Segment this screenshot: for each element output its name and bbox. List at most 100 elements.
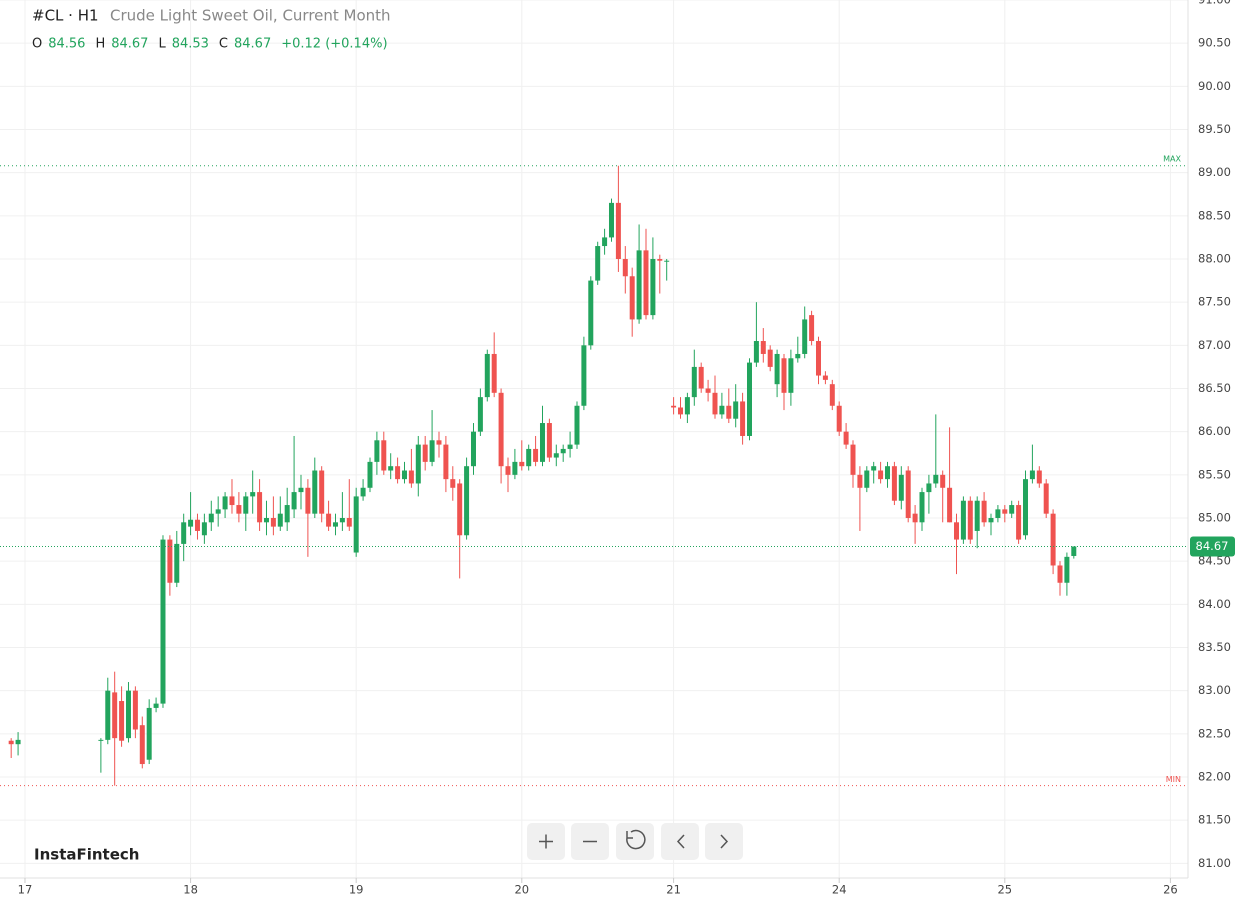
candle-body [353,496,359,553]
candle-body [988,517,994,523]
candle-body [746,362,752,436]
y-tick-label: 86.50 [1198,381,1231,395]
price-change: +0.12 (+0.14%) [281,37,387,52]
candle-body [622,258,628,277]
last-price-tag [1190,536,1235,557]
y-tick-label: 86.00 [1198,424,1231,438]
ohlc-value: 84.56 [48,37,85,52]
candle-body [753,341,759,363]
candle-body [691,366,697,398]
candle-body [643,250,649,316]
y-tick-label: 82.00 [1198,769,1231,783]
candle-body [291,492,297,510]
candle-body [864,470,870,488]
x-tick-label: 19 [349,883,364,897]
x-tick-label: 24 [832,883,847,897]
candle-body [477,397,483,432]
candle-body [160,539,166,704]
candle-body [181,522,187,544]
candle-body [312,470,318,514]
candle-body [615,202,621,259]
candle-body [8,740,14,745]
candle-body [698,366,704,389]
ohlc-key: C [219,37,228,52]
candle-body [484,353,490,398]
candle-body [795,353,801,359]
scroll-right-button[interactable] [705,823,743,860]
candle-body [436,440,442,445]
candle-body [974,500,980,531]
scroll-left-button[interactable] [661,823,699,860]
candle-body [533,448,539,462]
chart-subtitle: Crude Light Sweet Oil, Current Month [110,7,391,25]
candle-body [498,392,504,467]
candle-body [339,517,345,523]
reset-button[interactable] [616,823,654,860]
x-tick-label: 17 [18,883,33,897]
candle-body [105,690,111,740]
candle-body [526,448,532,467]
candle-body [270,517,276,527]
candle-body [519,461,525,467]
candle-body [250,492,256,497]
candle-body [153,703,159,708]
candle-body [443,444,449,480]
left-icon [676,834,685,849]
candle-body [1064,556,1070,583]
candle-body [1023,479,1029,536]
candle-body [705,388,711,393]
candle-body [774,353,780,385]
candle-body [1002,509,1008,514]
candle-body [719,405,725,415]
candle-body [236,505,242,514]
candle-body [884,466,890,480]
min-line-label: MIN [1166,775,1181,784]
candle-body [553,453,559,458]
candle-body [98,739,104,741]
candle-body [470,431,476,467]
y-tick-label: 83.00 [1198,683,1231,697]
candle-body [408,470,414,484]
x-tick-label: 21 [666,883,681,897]
candle-body [491,353,497,393]
candle-body [208,513,214,523]
candle-body [822,375,828,380]
candle-body [1057,565,1063,583]
candle-body [967,500,973,540]
y-tick-label: 87.00 [1198,338,1231,352]
candle-body [919,492,925,523]
candle-body [850,444,856,475]
ohlc-value: 84.67 [111,37,148,52]
candle-body [857,474,863,488]
candle-body [940,474,946,488]
candle-body [298,487,304,493]
y-tick-label: 81.50 [1198,813,1231,827]
candle-body [684,397,690,415]
ohlc-key: L [158,37,166,52]
chart-title: #CL · H1 [32,7,99,25]
y-tick-label: 82.50 [1198,726,1231,740]
candle-body [305,487,311,514]
candle-body [788,358,794,393]
candle-body [926,483,932,493]
candle-body [726,405,732,419]
ohlc-value: 84.67 [234,37,271,52]
y-tick-label: 89.00 [1198,165,1231,179]
candle-body [767,349,773,367]
candle-body [429,440,435,462]
candle-body [401,470,407,480]
candle-body [381,440,387,471]
candle-body [567,444,573,449]
y-tick-label: 85.00 [1198,510,1231,524]
y-tick-label: 83.50 [1198,640,1231,654]
y-tick-label: 88.50 [1198,208,1231,222]
grid [0,0,1188,878]
candle-body [464,466,470,536]
reset-icon [626,829,646,850]
candle-body [146,707,152,760]
candle-body [422,444,428,462]
candle-body [836,405,842,432]
candle-body [1071,546,1077,556]
candle-body [132,690,138,730]
